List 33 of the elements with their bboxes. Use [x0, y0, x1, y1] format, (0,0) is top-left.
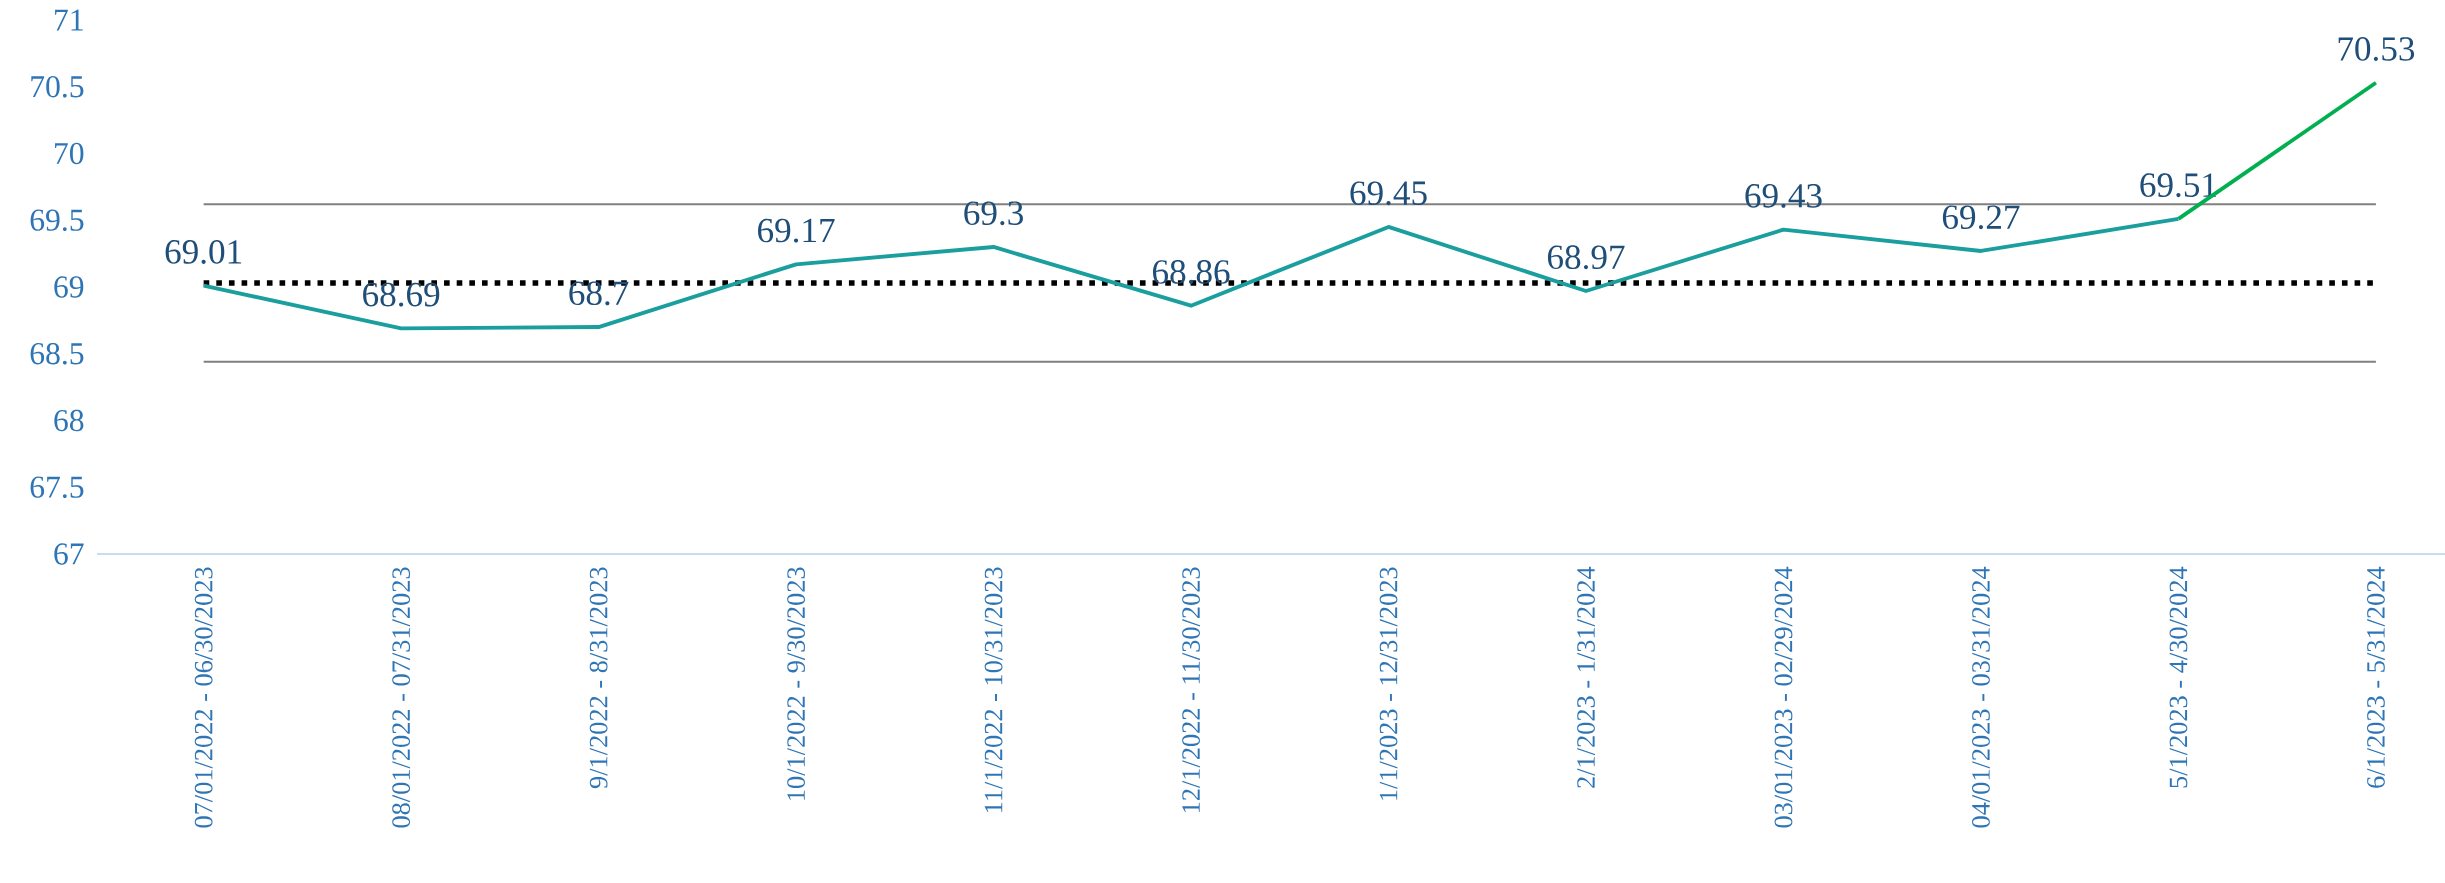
y-tick-label: 69.5: [30, 209, 84, 231]
y-tick-label: 69: [54, 276, 84, 298]
x-tick-label: 2/1/2023 - 1/31/2024: [1577, 566, 1595, 788]
data-label: 68.97: [1547, 245, 1625, 270]
x-tick-label: 5/1/2023 - 4/30/2024: [2169, 566, 2188, 788]
y-tick-label: 70.5: [31, 75, 84, 98]
x-tick-label: 03/01/2023 - 02/29/2024: [1774, 566, 1793, 828]
data-label: 68.69: [363, 282, 440, 307]
data-label: 69.51: [2140, 173, 2216, 198]
data-label: 70.53: [2338, 37, 2415, 61]
y-tick-label: 71: [55, 9, 83, 31]
x-tick-label: 6/1/2023 - 5/31/2024: [2367, 566, 2385, 788]
data-label: 68.7: [569, 281, 629, 306]
y-tick-label: 68: [54, 409, 84, 432]
x-tick-label: 10/1/2022 - 9/30/2023: [787, 567, 805, 800]
y-tick-label: 67.5: [30, 476, 84, 498]
y-tick-label: 70: [55, 142, 84, 165]
data-label: 69.43: [1745, 184, 1822, 208]
data-label: 69.3: [964, 201, 1023, 226]
x-tick-label: 08/01/2022 - 07/31/2023: [392, 567, 411, 828]
y-tick-label: 68.5: [30, 342, 84, 365]
x-tick-label: 11/1/2022 - 10/31/2023: [984, 567, 1003, 813]
data-label: 69.17: [758, 218, 835, 243]
x-tick-label: 1/1/2023 - 12/31/2023: [1379, 567, 1398, 800]
data-label: 68.86: [1152, 260, 1230, 284]
x-tick-label: 04/01/2023 - 03/31/2024: [1972, 566, 1990, 828]
data-label: 69.45: [1350, 181, 1427, 206]
y-tick-label: 67: [54, 543, 84, 565]
x-tick-label: 07/01/2022 - 06/30/2023: [194, 567, 213, 828]
data-label: 69.27: [1942, 205, 2020, 230]
x-tick-label: 12/1/2022 - 11/30/2023: [1182, 567, 1200, 813]
data-label: 69.01: [165, 240, 242, 264]
x-tick-label: 9/1/2022 - 8/31/2023: [589, 567, 608, 789]
